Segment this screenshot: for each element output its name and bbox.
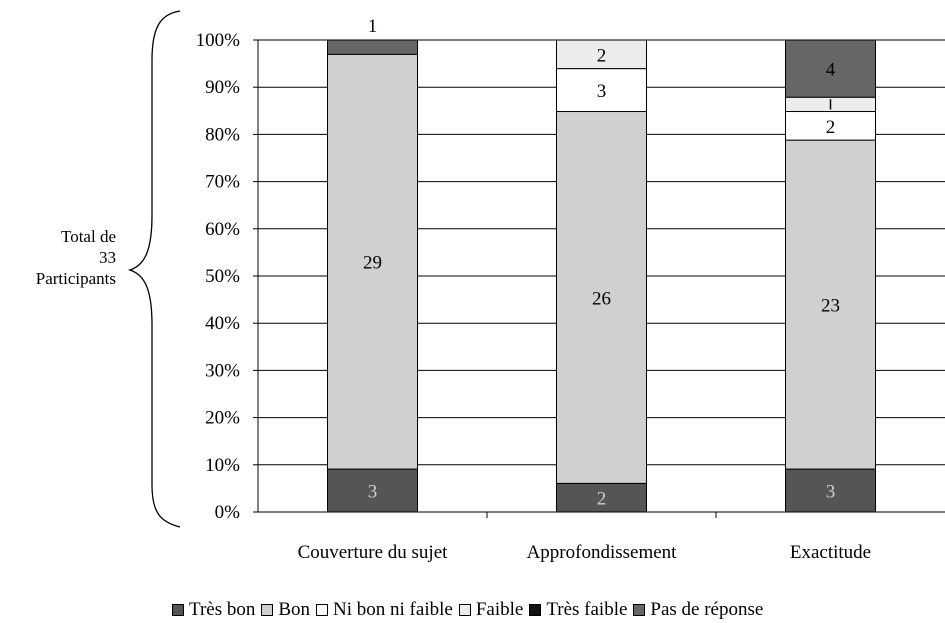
data-label: 26 — [592, 288, 611, 309]
x-tick-label: Approfondissement — [527, 542, 678, 563]
axes: 0% 10% 20% 30% 40% 50% 60% 70% 80% 90% 100% Couvert… — [196, 30, 945, 563]
bar-segment — [785, 111, 876, 141]
y-tick-label: 0% — [215, 502, 241, 523]
legend-item: Bon — [261, 599, 310, 621]
y-tick-label: 100% — [196, 30, 241, 51]
legend-swatch — [529, 604, 542, 616]
note-line-2: 33 — [99, 248, 116, 267]
data-label: 3 — [597, 81, 607, 102]
legend-item: Faible — [458, 599, 524, 621]
bar-segment — [785, 139, 876, 470]
legend-swatch — [458, 604, 471, 616]
y-tick-label: 10% — [205, 455, 240, 476]
participants-note: Total de 33 Participants — [8, 226, 116, 289]
y-tick-label: 60% — [205, 219, 240, 240]
y-tick-label: 80% — [205, 124, 240, 145]
legend-item: Pas de réponse — [633, 599, 763, 621]
legend-label: Très faible — [546, 599, 628, 620]
y-tick-label: 50% — [205, 266, 240, 287]
x-tick-label: Exactitude — [790, 542, 871, 563]
y-tick-label: 70% — [205, 172, 240, 193]
data-label: 3 — [826, 482, 836, 503]
bar-segment — [327, 53, 418, 470]
bar-segment — [556, 482, 647, 513]
legend-label: Très bon — [189, 599, 256, 620]
data-label: 2 — [597, 45, 607, 66]
data-label: 23 — [821, 296, 840, 317]
legend-label: Pas de réponse — [650, 599, 764, 620]
legend-item: Très bon — [172, 599, 255, 621]
legend-swatch — [261, 604, 274, 616]
legend-swatch — [316, 604, 329, 616]
y-tick-label: 90% — [205, 77, 240, 98]
bars — [327, 39, 876, 513]
legend-swatch — [172, 604, 184, 616]
legend-item: Très faible — [529, 599, 627, 621]
y-tick-label: 40% — [205, 313, 240, 334]
note-line-3: Participants — [35, 269, 116, 288]
legend-item: Ni bon ni faible — [316, 599, 453, 621]
bar-segment — [556, 111, 647, 484]
data-label: 29 — [363, 253, 382, 274]
y-tick-label: 20% — [205, 408, 240, 429]
legend-label: Faible — [475, 599, 524, 620]
x-tick-label: Couverture du sujet — [298, 542, 449, 563]
data-label: 3 — [368, 482, 378, 503]
curly-brace — [127, 10, 181, 528]
note-line-1: Total de — [61, 227, 116, 246]
bar-segment — [327, 39, 418, 55]
bar-segment — [785, 39, 876, 98]
legend-label: Ni bon ni faible — [333, 599, 453, 620]
bar-segment — [556, 68, 647, 113]
legend-label: Bon — [278, 599, 311, 620]
legend-swatch — [633, 604, 646, 616]
y-tick-label: 30% — [205, 360, 240, 381]
chart-legend: Très bon Bon Ni bon ni faible Faible Très fa… — [172, 598, 769, 622]
bar-segment — [785, 468, 876, 513]
data-label: 1 — [368, 16, 378, 37]
data-label: 2 — [826, 117, 836, 138]
data-label: 4 — [826, 60, 836, 81]
bar-segment — [556, 39, 647, 70]
data-label: 2 — [597, 489, 607, 510]
